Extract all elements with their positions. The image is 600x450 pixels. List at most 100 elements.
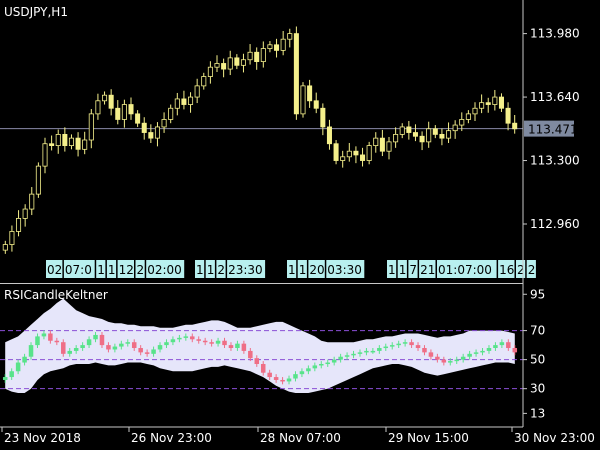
price-candle	[128, 97, 134, 120]
session-label: 21	[420, 263, 435, 277]
candle-body	[108, 94, 114, 109]
rsi-candle	[415, 342, 421, 351]
candle-body	[68, 137, 74, 146]
rsi-candle-body	[441, 359, 447, 363]
rsi-candle	[15, 359, 21, 375]
rsi-candle	[241, 340, 247, 354]
rsi-candle-body	[306, 368, 311, 372]
rsi-candle	[131, 339, 137, 351]
candle-body	[174, 98, 180, 109]
rsi-candle	[396, 340, 401, 349]
main-price-pane[interactable]: 113.980 113.640 113.300 112.960 113.471 02 07:…	[0, 26, 580, 278]
price-candle	[207, 61, 213, 84]
price-candle	[168, 104, 174, 124]
price-candle	[55, 129, 61, 154]
rsi-candle-body	[383, 346, 389, 349]
rsi-candle	[280, 377, 285, 385]
rsi-indicator-pane[interactable]: 95 70 50 30 13	[0, 287, 545, 420]
session-label-box	[387, 260, 397, 278]
rsi-candle	[338, 353, 343, 363]
candle-body	[393, 133, 399, 143]
rsi-candle	[293, 371, 298, 382]
price-candle	[439, 128, 445, 146]
session-label: 16	[499, 263, 514, 277]
candle-body	[419, 135, 425, 143]
session-label: 1	[97, 263, 105, 277]
rsi-candle	[215, 337, 221, 347]
candle-body	[399, 126, 405, 135]
candle-body	[188, 96, 194, 105]
session-label: 1	[288, 263, 296, 277]
candle-body	[22, 208, 28, 219]
rsi-candle-body	[351, 353, 356, 356]
price-candle	[221, 58, 227, 78]
candle-body	[234, 57, 240, 66]
rsi-candle-body	[370, 350, 376, 353]
rsi-candle-body	[2, 377, 8, 380]
rsi-candle-body	[196, 339, 201, 341]
price-candle	[181, 90, 187, 110]
rsi-candle-body	[467, 353, 472, 357]
rsi-candle-body	[61, 342, 66, 354]
candle-body	[128, 104, 134, 115]
candle-body	[432, 128, 438, 135]
price-candle	[360, 147, 366, 167]
session-label-box	[205, 260, 215, 278]
rsi-candle	[454, 356, 459, 364]
rsi-candle-body	[454, 359, 459, 362]
candle-body	[247, 51, 253, 61]
rsi-candle-body	[131, 342, 137, 349]
rsi-candle	[344, 352, 350, 360]
price-candle	[16, 210, 22, 237]
time-tick-label: 26 Nov 23:00	[131, 431, 212, 445]
candle-body	[465, 113, 471, 120]
rsi-tick-label: 13	[530, 406, 545, 420]
price-candle	[267, 41, 273, 53]
price-candle	[300, 82, 306, 118]
rsi-candle-body	[157, 345, 163, 350]
rsi-candle-body	[448, 361, 453, 363]
candle-body	[373, 137, 379, 146]
session-label-box	[46, 260, 63, 278]
rsi-candle	[190, 333, 195, 343]
rsi-candle-body	[215, 340, 221, 344]
symbol-title: USDJPY,H1	[4, 5, 68, 19]
price-candle	[459, 112, 465, 132]
rsi-candle-body	[119, 343, 124, 347]
price-candle	[2, 240, 8, 254]
candle-body	[512, 122, 518, 130]
candle-body	[386, 141, 392, 152]
rsi-candle	[254, 355, 260, 367]
rsi-candle	[248, 348, 253, 362]
rsi-candle	[422, 345, 427, 356]
session-label-box	[397, 260, 407, 278]
candle-body	[9, 231, 15, 245]
candle-body	[340, 156, 346, 161]
candle-body	[307, 85, 313, 102]
rsi-candle	[138, 345, 143, 356]
price-candle	[465, 110, 471, 124]
candle-body	[320, 107, 326, 128]
keltner-band	[5, 298, 515, 393]
rsi-candle-body	[402, 342, 408, 344]
price-candle	[326, 119, 332, 150]
candle-body	[492, 96, 498, 105]
candle-body	[326, 126, 332, 145]
candle-body	[115, 107, 121, 120]
rsi-candle-body	[86, 339, 92, 346]
price-candle	[154, 122, 160, 147]
rsi-candle-body	[286, 378, 292, 382]
candle-body	[181, 98, 187, 105]
price-candle	[307, 79, 313, 108]
rsi-candle	[506, 339, 511, 351]
candle-body	[148, 132, 154, 139]
rsi-candle	[86, 336, 92, 349]
session-label-box	[146, 260, 185, 278]
price-candle	[201, 72, 207, 90]
rsi-candle-body	[93, 334, 98, 340]
session-label: 1	[388, 263, 396, 277]
price-candle	[88, 109, 94, 149]
price-candle	[446, 122, 452, 143]
rsi-candle-body	[151, 349, 156, 354]
rsi-candle-body	[319, 363, 324, 366]
